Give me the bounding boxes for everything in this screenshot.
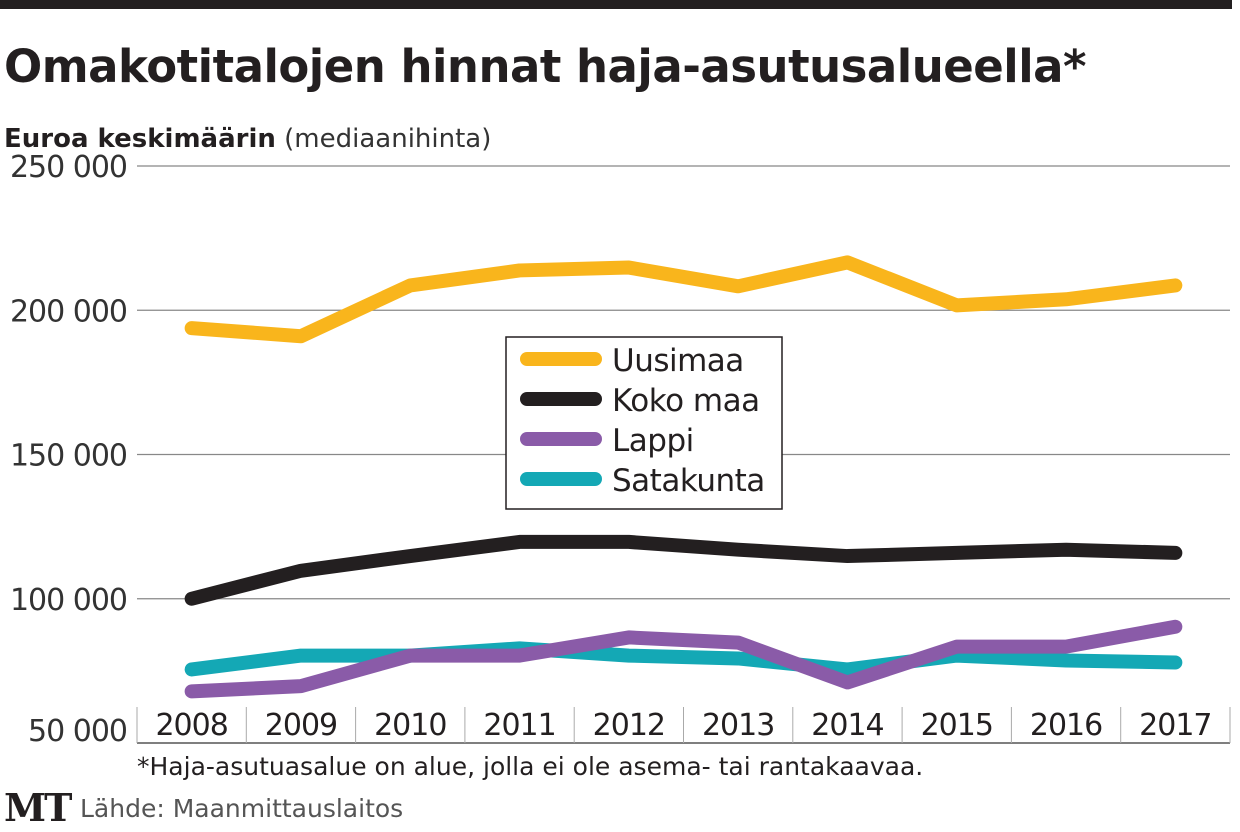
x-tick-label: 2017 <box>1139 708 1211 743</box>
x-tick-label: 2012 <box>593 708 665 743</box>
chart-title: Omakotitalojen hinnat haja-asutusalueell… <box>4 40 1087 93</box>
x-tick-label: 2016 <box>1030 708 1102 743</box>
legend-label: Koko maa <box>612 383 760 419</box>
y-tick-label: 50 000 <box>28 714 127 749</box>
y-tick-label: 200 000 <box>10 294 127 329</box>
top-rule <box>0 0 1232 9</box>
y-tick-label: 150 000 <box>10 439 127 474</box>
x-tick-label: 2011 <box>483 708 555 743</box>
subtitle-normal: (mediaanihinta) <box>284 124 492 154</box>
series-line-satakunta <box>184 641 1183 677</box>
y-tick-label: 100 000 <box>10 583 127 618</box>
legend-label: Uusimaa <box>612 343 744 379</box>
mt-logo: MT <box>4 785 72 830</box>
legend-label: Satakunta <box>612 463 765 499</box>
y-tick-label: 250 000 <box>10 150 127 185</box>
source: Lähde: Maanmittauslaitos <box>80 794 404 823</box>
legend-label: Lappi <box>612 423 694 459</box>
x-tick-label: 2015 <box>921 708 993 743</box>
x-tick-label: 2010 <box>374 708 446 743</box>
series-line-koko-maa <box>184 534 1183 606</box>
x-tick-label: 2014 <box>811 708 883 743</box>
series-line-uusimaa <box>184 255 1183 344</box>
subtitle-bold: Euroa keskimäärin <box>4 124 276 154</box>
footnote: *Haja-asutuasalue on alue, jolla ei ole … <box>137 752 924 781</box>
x-tick-label: 2008 <box>155 708 227 743</box>
chart-subtitle: Euroa keskimäärin (mediaanihinta) <box>4 124 491 154</box>
x-tick-label: 2009 <box>265 708 337 743</box>
series-line-lappi <box>184 619 1183 699</box>
x-tick-label: 2013 <box>702 708 774 743</box>
